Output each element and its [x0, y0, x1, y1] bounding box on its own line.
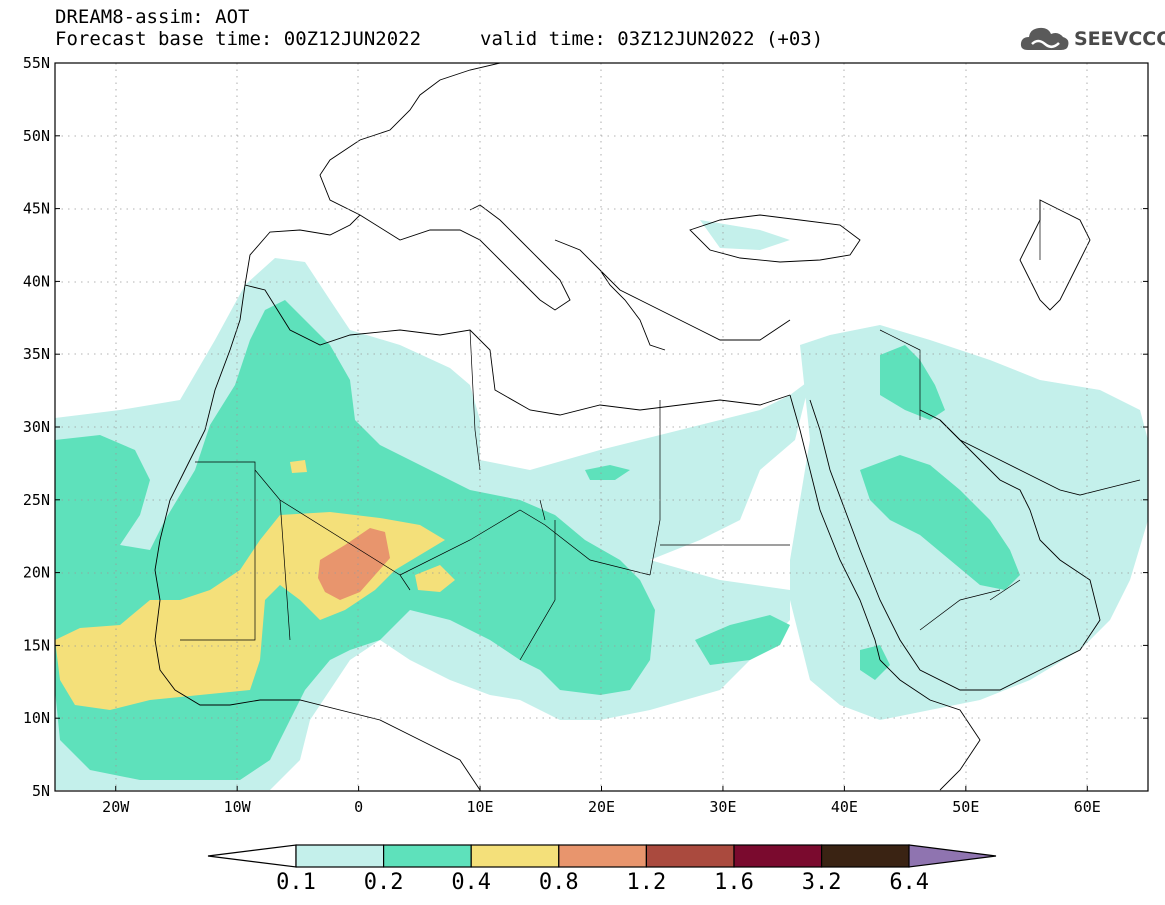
coastline-gulf — [939, 419, 1141, 496]
lon-label: 60E — [1074, 798, 1101, 816]
lon-label: 40E — [831, 798, 858, 816]
colorbar-label: 0.1 — [276, 870, 316, 895]
lat-label: 15N — [23, 636, 50, 654]
lon-label: 50E — [952, 798, 979, 816]
colorbar-box — [820, 844, 910, 868]
coastlines-borders — [154, 63, 1141, 791]
colorbar-box — [470, 844, 560, 868]
lat-label: 10N — [23, 709, 50, 727]
aot-region-green-libya — [585, 465, 630, 480]
colorbar-label: 0.8 — [538, 870, 579, 895]
lat-label: 40N — [23, 272, 50, 290]
lon-label: 30E — [709, 798, 736, 816]
colorbar-low-arrow — [207, 844, 297, 868]
model-title: DREAM8-assim: AOT — [55, 6, 250, 28]
border-lines — [180, 200, 1041, 661]
colorbar-box — [295, 844, 385, 868]
coastline-horn — [879, 659, 981, 791]
aot-region-green-sudan — [695, 615, 790, 665]
lat-label: 45N — [23, 200, 50, 218]
colorbar-label: 1.6 — [714, 870, 754, 895]
lon-label: 20W — [102, 798, 130, 816]
aot-region-yellow-westsahara — [290, 460, 307, 473]
colorbar-label: 0.4 — [451, 870, 492, 895]
colorbar-label: 1.2 — [626, 870, 667, 895]
lat-label: 35N — [23, 345, 50, 363]
coastline-north-africa — [154, 284, 791, 791]
aot-region-green-iraq — [880, 345, 945, 420]
cloud-icon — [1020, 27, 1069, 50]
colorbar-high-arrow — [908, 844, 997, 868]
colorbar-label: 0.2 — [363, 870, 404, 895]
colorbar-box — [383, 844, 472, 868]
colorbar-box — [645, 844, 735, 868]
aot-region-green-arabia — [860, 455, 1020, 590]
lon-label: 10E — [467, 798, 494, 816]
lat-label: 25N — [23, 491, 50, 509]
colorbar-label: 6.4 — [889, 870, 930, 895]
latitude-axis: 5N 10N 15N 20N 25N 30N 35N 40N 45N 50N 55N — [23, 54, 1148, 800]
coastline-red-sea — [789, 394, 1101, 691]
colorbar-box — [558, 844, 647, 868]
aot-region-orange-mali — [318, 528, 390, 600]
aot-region-yellow-niger — [415, 565, 455, 592]
valid-time: valid time: 03Z12JUN2022 (+03) — [480, 28, 824, 50]
lat-label: 30N — [23, 418, 50, 436]
colorbar — [207, 844, 997, 868]
lat-label: 20N — [23, 564, 50, 582]
aot-region-green-yemen — [860, 645, 890, 680]
coastline-black-sea — [689, 214, 861, 263]
coastline-caspian — [1019, 199, 1091, 311]
lon-label: 20E — [588, 798, 615, 816]
logo-text: SEEVCCC — [1074, 28, 1165, 50]
aot-field — [55, 220, 1148, 790]
grid-lines — [55, 63, 1148, 791]
seevccc-logo: SEEVCCC — [1018, 22, 1165, 56]
colorbar-label: 3.2 — [801, 870, 842, 895]
coastline-europe — [244, 63, 791, 351]
aot-region-light-north — [700, 220, 790, 250]
lon-label: 0 — [354, 798, 363, 816]
lat-label: 5N — [32, 782, 50, 800]
lat-label: 55N — [23, 54, 50, 72]
forecast-base-time: Forecast base time: 00Z12JUN2022 — [55, 28, 422, 50]
longitude-axis: 20W 10W 0 10E 20E 30E 40E 50E 60E — [102, 786, 1101, 816]
lon-label: 10W — [224, 798, 252, 816]
colorbar-box — [733, 844, 823, 868]
lat-label: 50N — [23, 127, 50, 145]
